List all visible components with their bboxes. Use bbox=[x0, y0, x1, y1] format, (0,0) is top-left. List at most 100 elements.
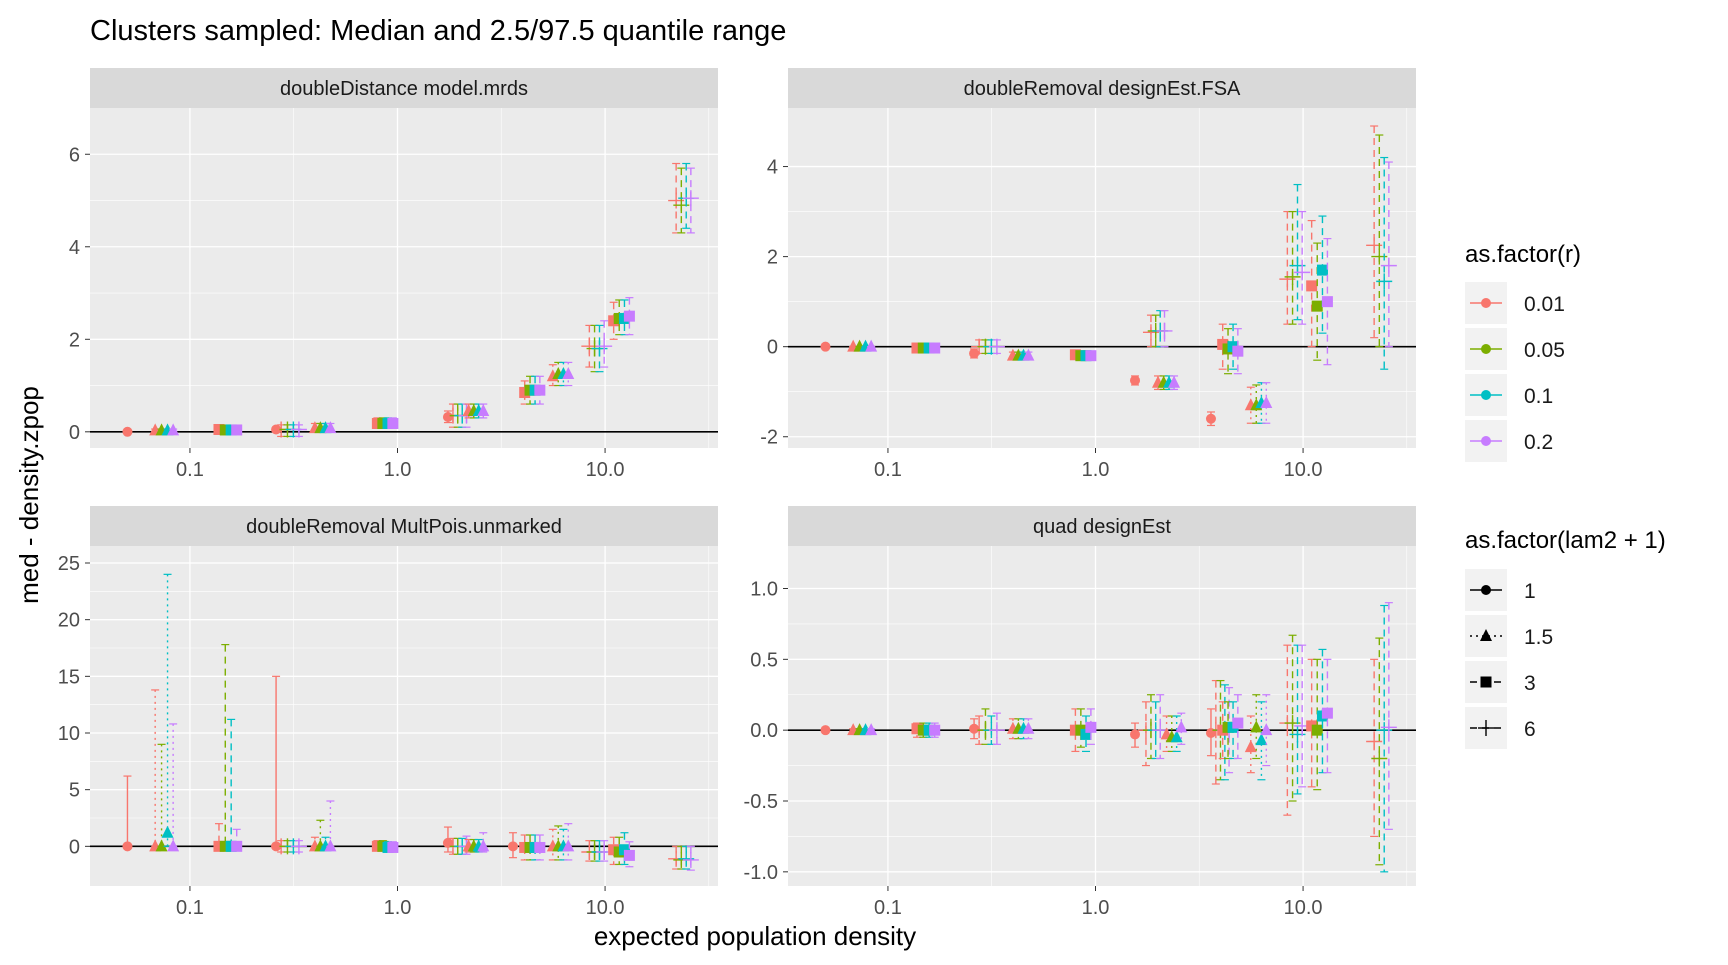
data-point bbox=[917, 724, 929, 736]
error-bar bbox=[682, 162, 691, 229]
error-bar bbox=[1218, 323, 1227, 370]
legend-color-item: 0.2 bbox=[1465, 420, 1553, 462]
error-bar bbox=[1233, 694, 1242, 760]
error-bar bbox=[1233, 328, 1242, 375]
error-bar bbox=[1288, 210, 1297, 325]
error-bar bbox=[686, 167, 695, 234]
data-point bbox=[1311, 300, 1323, 312]
data-point bbox=[231, 840, 243, 852]
data-point bbox=[387, 841, 399, 853]
data-marks bbox=[820, 602, 1397, 873]
data-point bbox=[442, 837, 453, 848]
legend-shape-label: 1 bbox=[1524, 580, 1536, 603]
y-tick-label: 2 bbox=[767, 247, 778, 269]
x-tick-label: 0.1 bbox=[874, 459, 902, 481]
data-point bbox=[1321, 296, 1333, 308]
data-point bbox=[988, 338, 1005, 355]
legend-shape-item: 3 bbox=[1465, 661, 1536, 703]
data-point bbox=[1232, 345, 1244, 357]
error-bar bbox=[1380, 156, 1389, 370]
facet-strip bbox=[90, 68, 718, 108]
data-point bbox=[324, 839, 337, 852]
panel-background bbox=[90, 546, 718, 886]
data-point bbox=[911, 342, 923, 354]
data-point bbox=[562, 366, 575, 379]
data-point bbox=[225, 840, 237, 852]
data-point bbox=[1170, 730, 1183, 743]
data-point bbox=[387, 417, 399, 429]
legend-color-label: 0.1 bbox=[1524, 385, 1553, 408]
error-bar bbox=[1298, 210, 1307, 325]
data-point bbox=[1306, 280, 1318, 292]
data-point bbox=[1260, 723, 1273, 736]
legend-key-point bbox=[1481, 298, 1491, 308]
legend-shape-item: 1.5 bbox=[1465, 615, 1553, 657]
data-point bbox=[1311, 724, 1323, 736]
facet-strip-label: doubleDistance model.mrds bbox=[280, 78, 528, 100]
legend-color: as.factor(r) 0.01 0.05 0.1 0.2 bbox=[1465, 241, 1581, 462]
x-tick-label: 1.0 bbox=[1082, 897, 1110, 919]
legend-shape-item: 1 bbox=[1465, 569, 1536, 611]
data-point bbox=[1380, 257, 1397, 274]
data-point bbox=[231, 424, 243, 436]
data-point bbox=[682, 851, 699, 868]
error-bar bbox=[1380, 604, 1389, 873]
data-point bbox=[923, 724, 935, 736]
legend-key-shape bbox=[1481, 585, 1491, 595]
data-point bbox=[1205, 413, 1216, 424]
y-tick-label: 0.5 bbox=[750, 649, 778, 671]
data-point bbox=[1022, 348, 1035, 361]
data-point bbox=[1380, 719, 1397, 736]
legend-key-point bbox=[1481, 344, 1491, 354]
y-tick-label: 15 bbox=[58, 666, 80, 688]
data-point bbox=[596, 338, 613, 355]
x-tick-label: 0.1 bbox=[176, 897, 204, 919]
data-point bbox=[969, 348, 980, 359]
error-bar bbox=[595, 324, 604, 373]
error-bar bbox=[1323, 658, 1332, 774]
error-bar bbox=[1257, 701, 1266, 781]
error-bar bbox=[1024, 718, 1033, 740]
data-point bbox=[1130, 729, 1141, 740]
data-point bbox=[988, 722, 1005, 739]
legend-color-item: 0.05 bbox=[1465, 328, 1565, 370]
y-tick-label: 4 bbox=[767, 157, 778, 179]
legend-key-shape bbox=[1480, 676, 1492, 688]
data-point bbox=[820, 725, 831, 736]
error-bar bbox=[564, 361, 573, 387]
data-point bbox=[1085, 721, 1097, 733]
panel-background bbox=[788, 108, 1416, 448]
error-bar bbox=[1298, 644, 1307, 788]
data-point bbox=[911, 723, 923, 735]
legend-color-label: 0.05 bbox=[1524, 339, 1565, 362]
data-point bbox=[507, 841, 518, 852]
y-tick-label: -2 bbox=[760, 427, 778, 449]
data-marks bbox=[122, 162, 699, 438]
facet-panel: doubleRemoval MultPois.unmarked 0 5 10 15 20 2… bbox=[58, 506, 718, 919]
data-point bbox=[1080, 728, 1092, 740]
panel-background bbox=[788, 546, 1416, 886]
data-point bbox=[1130, 375, 1141, 386]
data-point bbox=[324, 421, 337, 434]
legend-shape-title: as.factor(lam2 + 1) bbox=[1465, 527, 1666, 554]
y-tick-label: -1.0 bbox=[744, 862, 778, 884]
data-point bbox=[534, 384, 546, 396]
legend-color-label: 0.2 bbox=[1524, 431, 1553, 454]
error-bar bbox=[1220, 684, 1229, 781]
data-point bbox=[1250, 720, 1263, 733]
error-bar bbox=[1141, 701, 1150, 767]
data-point bbox=[155, 839, 168, 852]
facet-strip-label: doubleRemoval MultPois.unmarked bbox=[246, 516, 562, 538]
x-tick-label: 0.1 bbox=[874, 897, 902, 919]
x-tick-label: 10.0 bbox=[586, 459, 625, 481]
y-tick-label: 0 bbox=[69, 422, 80, 444]
legend-color-title: as.factor(r) bbox=[1465, 241, 1581, 268]
x-tick-label: 10.0 bbox=[1284, 897, 1323, 919]
y-tick-label: 6 bbox=[69, 144, 80, 166]
error-bar bbox=[1224, 328, 1233, 375]
legend-key-shape bbox=[1478, 720, 1494, 736]
y-tick-label: 25 bbox=[58, 553, 80, 575]
x-axis-label: expected population density bbox=[594, 921, 916, 951]
error-bar bbox=[1375, 134, 1384, 348]
data-point bbox=[562, 839, 575, 852]
